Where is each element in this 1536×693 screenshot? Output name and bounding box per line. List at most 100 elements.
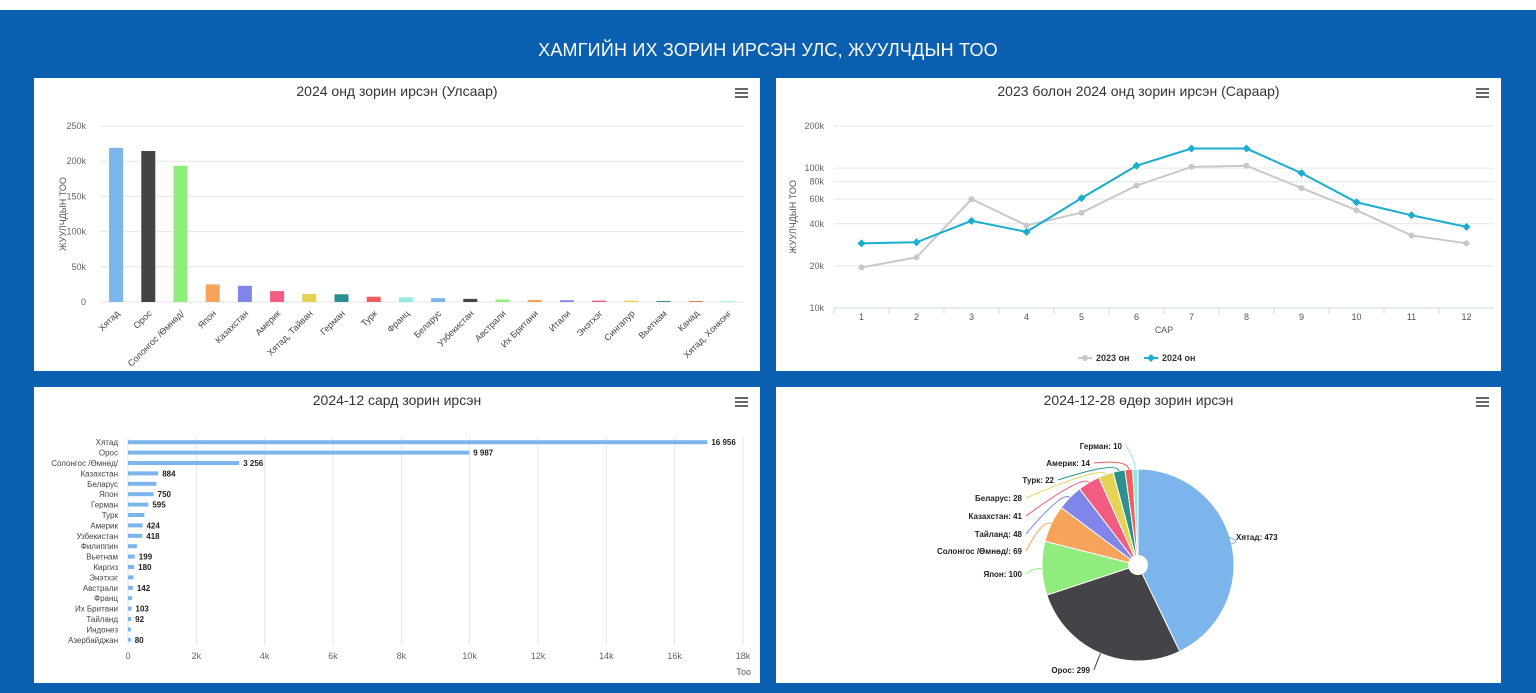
y-tick-label: 0 — [81, 297, 86, 307]
data-label: Тайланд: 48 — [975, 530, 1023, 539]
legend-marker — [1147, 354, 1155, 362]
x-tick-label: Орос — [131, 308, 154, 331]
bar — [237, 285, 252, 302]
y-tick-label: Герман — [91, 501, 118, 510]
x-tick-label: 4 — [1024, 312, 1029, 322]
bar — [128, 565, 135, 569]
y-tick-label: Австрали — [83, 584, 118, 593]
x-axis-title: САР — [1155, 325, 1173, 335]
data-label: 418 — [146, 532, 160, 541]
bar — [463, 298, 478, 302]
bar — [720, 301, 735, 303]
data-point — [912, 238, 921, 247]
x-tick-label: 3 — [969, 312, 974, 322]
data-label: 424 — [146, 521, 160, 530]
x-tick-label: 12 — [1461, 312, 1471, 322]
series-line — [861, 147, 1467, 245]
bar — [128, 627, 131, 632]
data-point — [1022, 227, 1031, 236]
data-label: 199 — [139, 553, 153, 562]
x-tick-label: Канад — [676, 308, 702, 334]
y-tick-label: 20k — [809, 261, 824, 271]
data-point — [1077, 194, 1086, 203]
x-tick-label: Сингапур — [602, 308, 637, 343]
page-title: ХАМГИЙН ИХ ЗОРИН ИРСЭН УЛС, ЖУУЛЧДЫН ТОО — [538, 40, 998, 60]
data-point — [1408, 232, 1415, 239]
x-tick-label: Беларус — [412, 308, 444, 340]
y-tick-label: 150k — [66, 191, 86, 201]
bar — [128, 523, 143, 528]
pie-slice — [1046, 564, 1181, 662]
chart-title: 2023 болон 2024 онд зорин ирсэн (Сараар) — [997, 83, 1280, 99]
data-label: Беларус: 28 — [975, 494, 1023, 503]
bar — [128, 471, 159, 476]
x-tick-label: 2k — [192, 651, 202, 661]
x-tick-label: 5 — [1079, 312, 1084, 322]
bar — [302, 293, 317, 302]
data-label: 180 — [138, 563, 152, 572]
x-tick-label: 9 — [1299, 312, 1304, 322]
bar — [688, 301, 703, 302]
x-tick-label: Энэтхэг — [575, 308, 605, 338]
x-axis-title: Тоо — [736, 667, 751, 677]
data-point — [1297, 169, 1306, 178]
bar — [205, 284, 220, 302]
x-tick-label: Франц — [385, 308, 411, 334]
hbar-chart-december: 0 2k 4k 6k 8k 10k 12k 14k 16k 18k Тоо Хятад 16 956 Ор… — [51, 437, 751, 677]
data-label: 142 — [137, 584, 151, 593]
bar — [495, 299, 510, 302]
x-tick-label: 6 — [1134, 312, 1139, 322]
bar — [128, 502, 149, 507]
bar — [128, 585, 133, 590]
y-tick-label: Их Британи — [75, 605, 118, 614]
bar — [398, 297, 413, 302]
data-point — [1132, 161, 1141, 170]
chart-title: 2024 онд зорин ирсэн (Улсаар) — [296, 83, 498, 99]
y-tick-label: 250k — [66, 121, 86, 131]
y-tick-label: Тайланд — [86, 615, 118, 624]
bar — [128, 637, 131, 642]
data-label: 80 — [135, 636, 144, 645]
data-point — [967, 216, 976, 225]
x-tick-label: Итали — [547, 308, 572, 333]
data-point — [1353, 207, 1360, 214]
y-tick-label: Хятад — [96, 438, 119, 447]
y-tick-label: 200k — [804, 121, 824, 131]
x-tick-label: Вьетнам — [637, 308, 669, 340]
hamburger-menu-icon[interactable] — [735, 88, 748, 99]
y-tick-label: 60k — [809, 194, 824, 204]
bar — [334, 294, 349, 302]
data-point — [858, 264, 865, 271]
y-tick-label: Япон — [99, 490, 118, 499]
data-label: 9 987 — [473, 449, 494, 458]
y-tick-label: Орос — [99, 449, 118, 458]
y-tick-label: Турк — [102, 511, 119, 520]
connector-line — [1025, 471, 1107, 499]
x-tick-label: 6k — [328, 651, 338, 661]
legend-item-label: 2024 он — [1162, 353, 1195, 363]
x-tick-label: 14k — [599, 651, 614, 661]
hamburger-menu-icon[interactable] — [735, 397, 748, 408]
bar — [431, 298, 446, 302]
data-point — [1133, 182, 1140, 189]
data-point — [1352, 198, 1361, 207]
hamburger-menu-icon[interactable] — [1476, 397, 1489, 408]
x-tick-label: Япон — [196, 308, 218, 330]
bar — [128, 606, 132, 611]
x-tick-label: 18k — [736, 651, 751, 661]
series-line — [861, 164, 1467, 269]
x-tick-label: 10k — [462, 651, 477, 661]
line-chart-panel-by-month: 2023 болон 2024 онд зорин ирсэн (Сараар)… — [776, 78, 1501, 371]
hamburger-menu-icon[interactable] — [1476, 88, 1489, 99]
y-tick-label: 80k — [809, 177, 824, 187]
bar — [128, 533, 143, 538]
data-label: Турк: 22 — [1022, 476, 1054, 485]
data-label: 16 956 — [711, 438, 736, 447]
data-label: 595 — [152, 501, 166, 510]
data-point — [1462, 222, 1471, 231]
y-tick-label: Беларус — [87, 480, 118, 489]
x-tick-label: Солонгос /Өмнөд/ — [126, 308, 187, 369]
bar — [624, 300, 639, 302]
pie-slice — [1137, 468, 1235, 653]
